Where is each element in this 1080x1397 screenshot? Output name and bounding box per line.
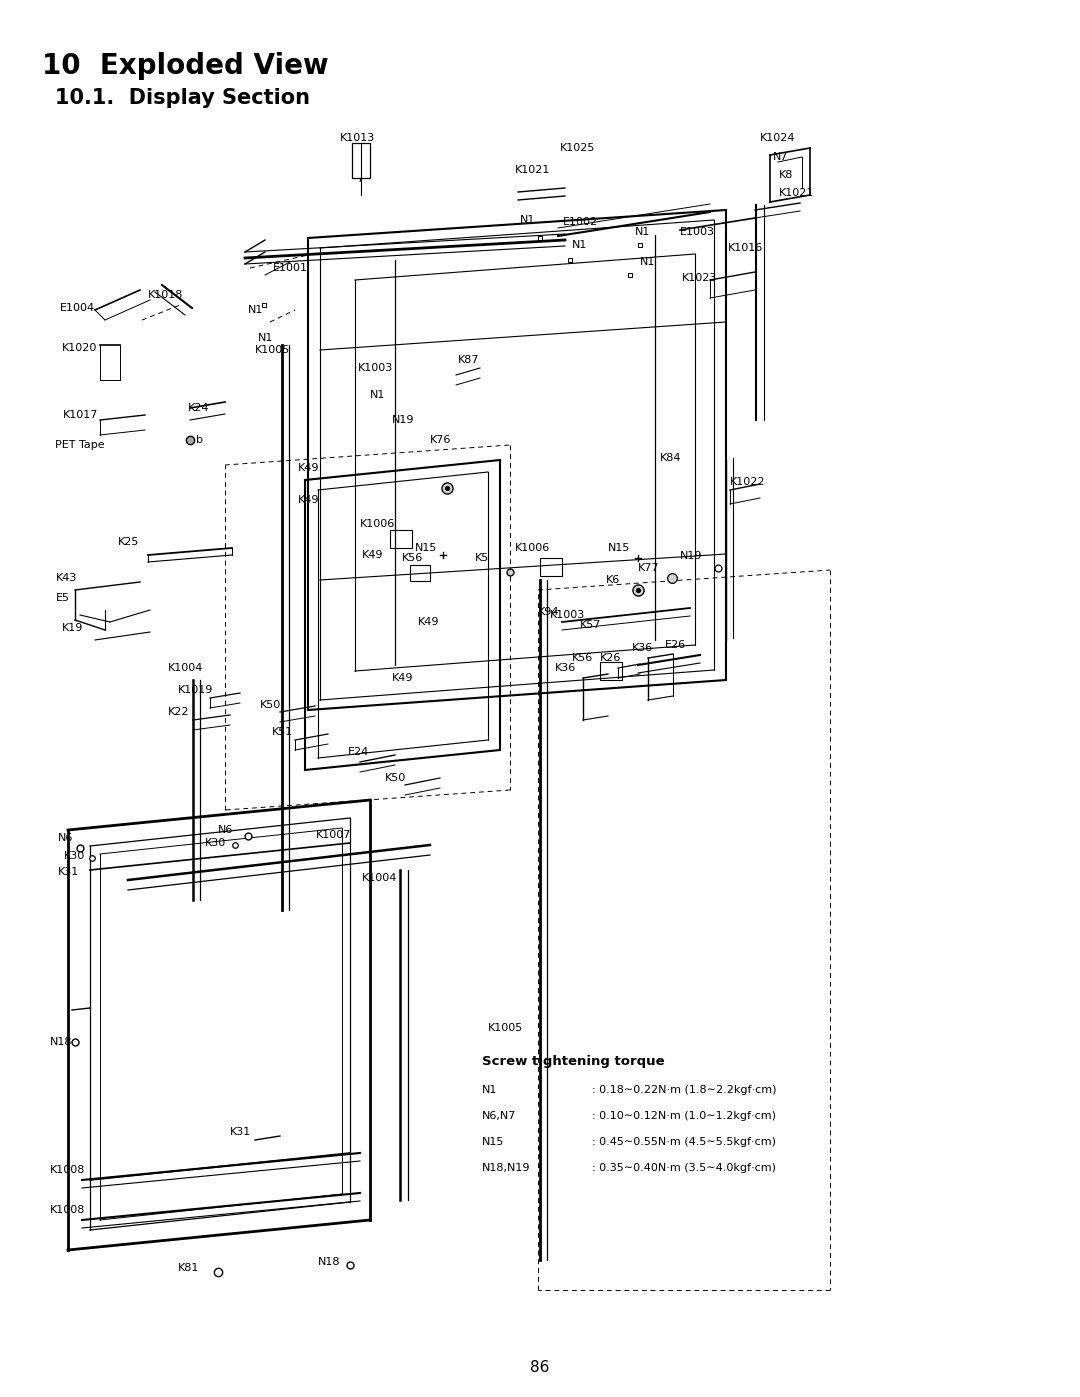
Text: N15: N15 [608, 543, 631, 553]
Text: K30: K30 [64, 851, 85, 861]
Bar [600, 662, 622, 680]
Text: K1007: K1007 [316, 830, 351, 840]
Text: K1022: K1022 [730, 476, 766, 488]
Text: 10  Exploded View: 10 Exploded View [42, 52, 328, 80]
Text: K43: K43 [56, 573, 78, 583]
Text: K1003: K1003 [550, 610, 585, 620]
Text: K1018: K1018 [148, 291, 184, 300]
Text: K49: K49 [362, 550, 383, 560]
Text: Screw tightening torque: Screw tightening torque [482, 1056, 664, 1069]
Text: K1003: K1003 [357, 363, 393, 373]
Text: N7: N7 [773, 152, 788, 162]
Text: K1004: K1004 [168, 664, 203, 673]
Text: K31: K31 [58, 868, 79, 877]
Text: 10.1.  Display Section: 10.1. Display Section [55, 88, 310, 108]
Text: K6: K6 [606, 576, 620, 585]
Text: K31: K31 [230, 1127, 252, 1137]
Text: N1: N1 [572, 240, 588, 250]
Text: N1: N1 [248, 305, 264, 314]
Text: K50: K50 [384, 773, 406, 782]
Text: K24: K24 [188, 402, 210, 414]
Text: K36: K36 [632, 643, 653, 652]
Text: K49: K49 [418, 617, 440, 627]
Text: K1017: K1017 [63, 409, 98, 420]
Text: N6,N7: N6,N7 [482, 1111, 516, 1120]
Text: N6: N6 [58, 833, 73, 842]
Text: N19: N19 [680, 550, 702, 562]
Text: K51: K51 [272, 726, 294, 738]
Text: K76: K76 [430, 434, 451, 446]
Text: : 0.18∼0.22N·m (1.8∼2.2kgf·cm): : 0.18∼0.22N·m (1.8∼2.2kgf·cm) [592, 1085, 777, 1095]
Text: K1021: K1021 [779, 189, 814, 198]
Text: K57: K57 [580, 620, 602, 630]
Text: N18: N18 [50, 1037, 72, 1046]
Text: N18,N19: N18,N19 [482, 1162, 530, 1173]
Text: PET Tape: PET Tape [55, 440, 105, 450]
Text: N1: N1 [635, 226, 650, 237]
Text: E5: E5 [56, 592, 70, 604]
Text: N15: N15 [482, 1137, 504, 1147]
Text: K1008: K1008 [50, 1165, 85, 1175]
Text: K77: K77 [638, 563, 660, 573]
Text: K22: K22 [168, 707, 189, 717]
Bar [352, 142, 370, 177]
Text: K94: K94 [538, 608, 559, 617]
Text: K25: K25 [118, 536, 139, 548]
Text: 86: 86 [530, 1361, 550, 1376]
Text: K1004: K1004 [362, 873, 397, 883]
Text: N1: N1 [482, 1085, 498, 1095]
Text: K1021: K1021 [515, 165, 551, 175]
Text: N15: N15 [415, 543, 437, 553]
Text: N1: N1 [370, 390, 386, 400]
Text: K1005: K1005 [255, 345, 291, 355]
Text: E1003: E1003 [680, 226, 715, 237]
Text: K84: K84 [660, 453, 681, 462]
Text: K87: K87 [458, 355, 480, 365]
Text: K36: K36 [555, 664, 577, 673]
Text: K1023: K1023 [681, 272, 717, 284]
Text: b: b [195, 434, 203, 446]
Text: N1: N1 [258, 332, 273, 344]
Text: K50: K50 [260, 700, 281, 710]
Text: E24: E24 [348, 747, 369, 757]
Text: K1025: K1025 [561, 142, 595, 154]
Text: K1006: K1006 [515, 543, 550, 553]
Text: : 0.10∼0.12N·m (1.0∼1.2kgf·cm): : 0.10∼0.12N·m (1.0∼1.2kgf·cm) [592, 1111, 777, 1120]
Text: K26: K26 [600, 652, 621, 664]
Text: K1020: K1020 [62, 344, 97, 353]
Text: E1002: E1002 [563, 217, 598, 226]
Text: K1024: K1024 [760, 133, 796, 142]
Text: K5: K5 [475, 553, 489, 563]
Text: : 0.45∼0.55N·m (4.5∼5.5kgf·cm): : 0.45∼0.55N·m (4.5∼5.5kgf·cm) [592, 1137, 777, 1147]
Text: E1004: E1004 [60, 303, 95, 313]
Bar [410, 564, 430, 581]
Text: K8: K8 [779, 170, 794, 180]
Text: E1001: E1001 [273, 263, 308, 272]
Text: N1: N1 [640, 257, 656, 267]
Text: K81: K81 [178, 1263, 200, 1273]
Text: K1019: K1019 [178, 685, 214, 694]
Text: N6: N6 [218, 826, 233, 835]
Text: K56: K56 [572, 652, 593, 664]
Text: K1013: K1013 [340, 133, 375, 142]
Text: K1006: K1006 [360, 520, 395, 529]
Text: N19: N19 [392, 415, 415, 425]
Text: K1016: K1016 [728, 243, 764, 253]
Bar [540, 557, 562, 576]
Text: K49: K49 [298, 495, 320, 504]
Text: K49: K49 [392, 673, 414, 683]
Text: K30: K30 [205, 838, 226, 848]
Text: K49: K49 [298, 462, 320, 474]
Text: K56: K56 [402, 553, 423, 563]
Bar [390, 529, 411, 548]
Text: K19: K19 [62, 623, 83, 633]
Text: : 0.35∼0.40N·m (3.5∼4.0kgf·cm): : 0.35∼0.40N·m (3.5∼4.0kgf·cm) [592, 1162, 777, 1173]
Text: N18: N18 [318, 1257, 340, 1267]
Text: K1005: K1005 [488, 1023, 523, 1032]
Text: K1008: K1008 [50, 1206, 85, 1215]
Text: E26: E26 [665, 640, 686, 650]
Text: N1: N1 [519, 215, 536, 225]
